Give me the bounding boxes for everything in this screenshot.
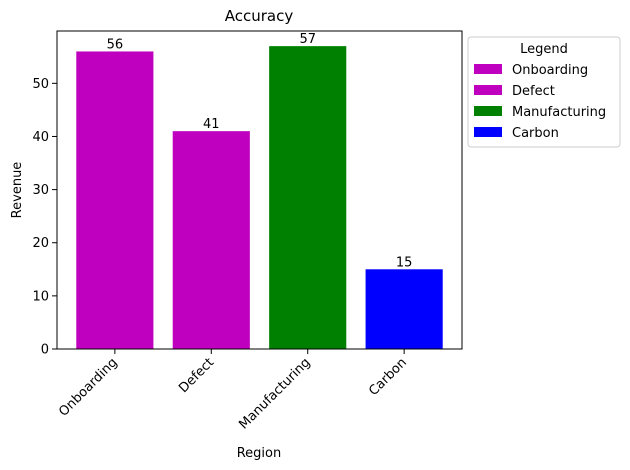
legend-swatch-onboarding bbox=[474, 64, 502, 74]
y-tick-label-50: 50 bbox=[32, 77, 49, 92]
legend-frame bbox=[467, 36, 621, 148]
plot-frame bbox=[56, 30, 463, 350]
legend-label-manufacturing: Manufacturing bbox=[512, 105, 606, 120]
chart-title: Accuracy bbox=[225, 7, 294, 25]
y-tick-label-20: 20 bbox=[32, 236, 49, 251]
bar-carbon bbox=[365, 269, 443, 349]
x-tick-label-onboarding: Onboarding bbox=[56, 355, 120, 419]
legend-swatch-manufacturing bbox=[474, 106, 502, 116]
x-axis-title: Region bbox=[237, 446, 282, 461]
legend-swatch-defect bbox=[474, 85, 502, 95]
y-tick-label-40: 40 bbox=[32, 130, 49, 145]
data-labels-group: 56 41 57 15 bbox=[107, 32, 413, 270]
data-label-defect: 41 bbox=[203, 117, 220, 132]
x-tick-label-defect: Defect bbox=[176, 355, 217, 396]
legend-entries: Onboarding Defect Manufacturing Carbon bbox=[474, 63, 606, 141]
y-tick-label-0: 0 bbox=[41, 343, 49, 358]
x-axis: Onboarding Defect Manufacturing Carbon bbox=[56, 349, 410, 432]
legend-label-carbon: Carbon bbox=[512, 126, 559, 141]
legend: Legend Onboarding Defect Manufacturing Carb… bbox=[467, 36, 621, 148]
legend-label-defect: Defect bbox=[512, 84, 555, 99]
y-tick-label-10: 10 bbox=[32, 289, 49, 304]
y-axis: 0 10 20 30 40 50 bbox=[32, 77, 57, 358]
legend-title: Legend bbox=[520, 42, 568, 57]
legend-label-onboarding: Onboarding bbox=[512, 63, 588, 78]
legend-swatch-carbon bbox=[474, 127, 502, 137]
x-tick-label-carbon: Carbon bbox=[366, 355, 410, 399]
data-label-onboarding: 56 bbox=[107, 37, 124, 52]
bar-defect bbox=[172, 131, 250, 349]
bar-manufacturing bbox=[269, 46, 347, 350]
bar-onboarding bbox=[76, 51, 154, 349]
y-tick-label-30: 30 bbox=[32, 183, 49, 198]
bars-group bbox=[76, 46, 443, 350]
data-label-carbon: 15 bbox=[396, 255, 413, 270]
x-tick-label-manufacturing: Manufacturing bbox=[236, 355, 313, 432]
data-label-manufacturing: 57 bbox=[299, 32, 316, 47]
y-axis-title: Revenue bbox=[10, 162, 25, 219]
